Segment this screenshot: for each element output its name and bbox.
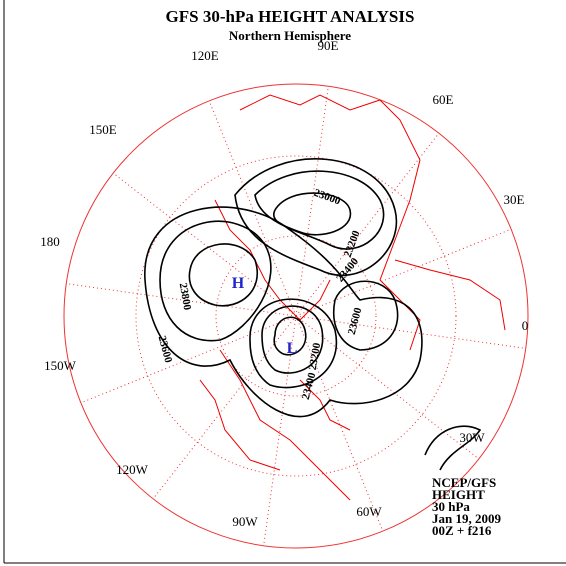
graticule (63, 83, 529, 549)
longitude-label: 120E (191, 48, 219, 63)
info-line: HEIGHT (432, 487, 485, 502)
coastlines (199, 94, 506, 501)
meridian (295, 315, 526, 349)
longitude-label: 150E (89, 122, 117, 137)
height-contours (144, 158, 482, 471)
meridian (152, 315, 297, 500)
meridian (80, 315, 297, 404)
subtitle: Northern Hemisphere (229, 28, 351, 43)
meridian (295, 132, 440, 317)
contour-label: 23000 (312, 187, 342, 208)
meridian (112, 172, 297, 317)
contour-label: 23600 (156, 334, 175, 364)
meridian (295, 315, 480, 460)
meridian (263, 315, 297, 546)
longitude-label: 0 (522, 318, 529, 333)
longitude-label: 120W (116, 462, 149, 477)
title: GFS 30-hPa HEIGHT ANALYSIS (166, 7, 415, 26)
pressure-center: L (287, 340, 298, 357)
longitude-label: 60E (433, 92, 454, 107)
contour-label: 23200 (307, 341, 324, 371)
longitude-label: 180 (40, 234, 60, 249)
contour-label: 23400 (334, 255, 361, 284)
longitude-label: 30E (504, 192, 525, 207)
pressure-center: H (232, 275, 245, 292)
longitude-label: 90E (318, 38, 339, 53)
contour-label: 23200 (342, 229, 363, 259)
longitude-label: 60W (356, 504, 382, 519)
longitude-label: 90W (232, 514, 258, 529)
meridian (208, 100, 297, 317)
info-line: 00Z + f216 (432, 523, 492, 538)
longitude-label: 30W (459, 430, 485, 445)
info-line: NCEP/GFS (432, 475, 496, 490)
contour-label: 23800 (177, 282, 194, 312)
longitude-label: 150W (44, 358, 77, 373)
contour-label: 23600 (346, 306, 365, 336)
info-line: Jan 19, 2009 (432, 511, 501, 526)
info-line: 30 hPa (432, 499, 470, 514)
contour-label: 23400 (300, 371, 319, 401)
